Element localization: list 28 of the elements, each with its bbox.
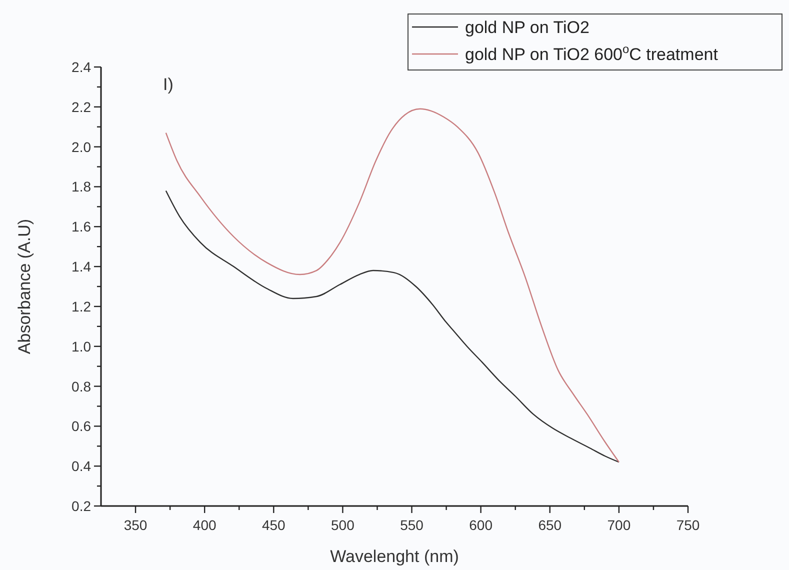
y-tick-label: 1.4 [72,258,92,275]
y-tick-label: 1.2 [72,298,92,314]
y-tick-label: 1.6 [72,218,92,235]
x-tick-label: 450 [262,517,286,533]
x-tick-label: 400 [192,517,216,533]
x-tick-label: 550 [400,517,424,533]
x-tick-label: 750 [676,517,700,533]
y-tick-label: 0.4 [72,458,92,474]
line-series [165,190,620,463]
y-tick-label: 0.2 [72,498,92,514]
y-tick-label: 1.8 [72,178,92,195]
x-tick-label: 500 [331,517,355,533]
x-tick-label: 650 [538,517,562,533]
x-tick-label: 600 [469,517,493,533]
annotation: I) [163,75,174,94]
line-series [165,108,620,463]
x-axis-title: Wavelenght (nm) [330,547,459,566]
legend-label: gold NP on TiO2 600$^{o}$C treatment [465,42,718,64]
x-tick-label: 700 [607,517,631,533]
y-axis-title: Absorbance (A.U) [15,218,34,354]
legend-label: gold NP on TiO2 [465,18,590,37]
y-tick-label: 0.6 [72,418,92,434]
x-tick-label: 350 [124,517,148,533]
y-tick-label: 2.2 [72,98,92,115]
y-tick-label: 0.8 [72,378,92,394]
y-tick-label: 2.4 [72,59,92,75]
y-tick-label: 1.0 [72,338,92,354]
y-tick-label: 2.0 [72,138,92,155]
